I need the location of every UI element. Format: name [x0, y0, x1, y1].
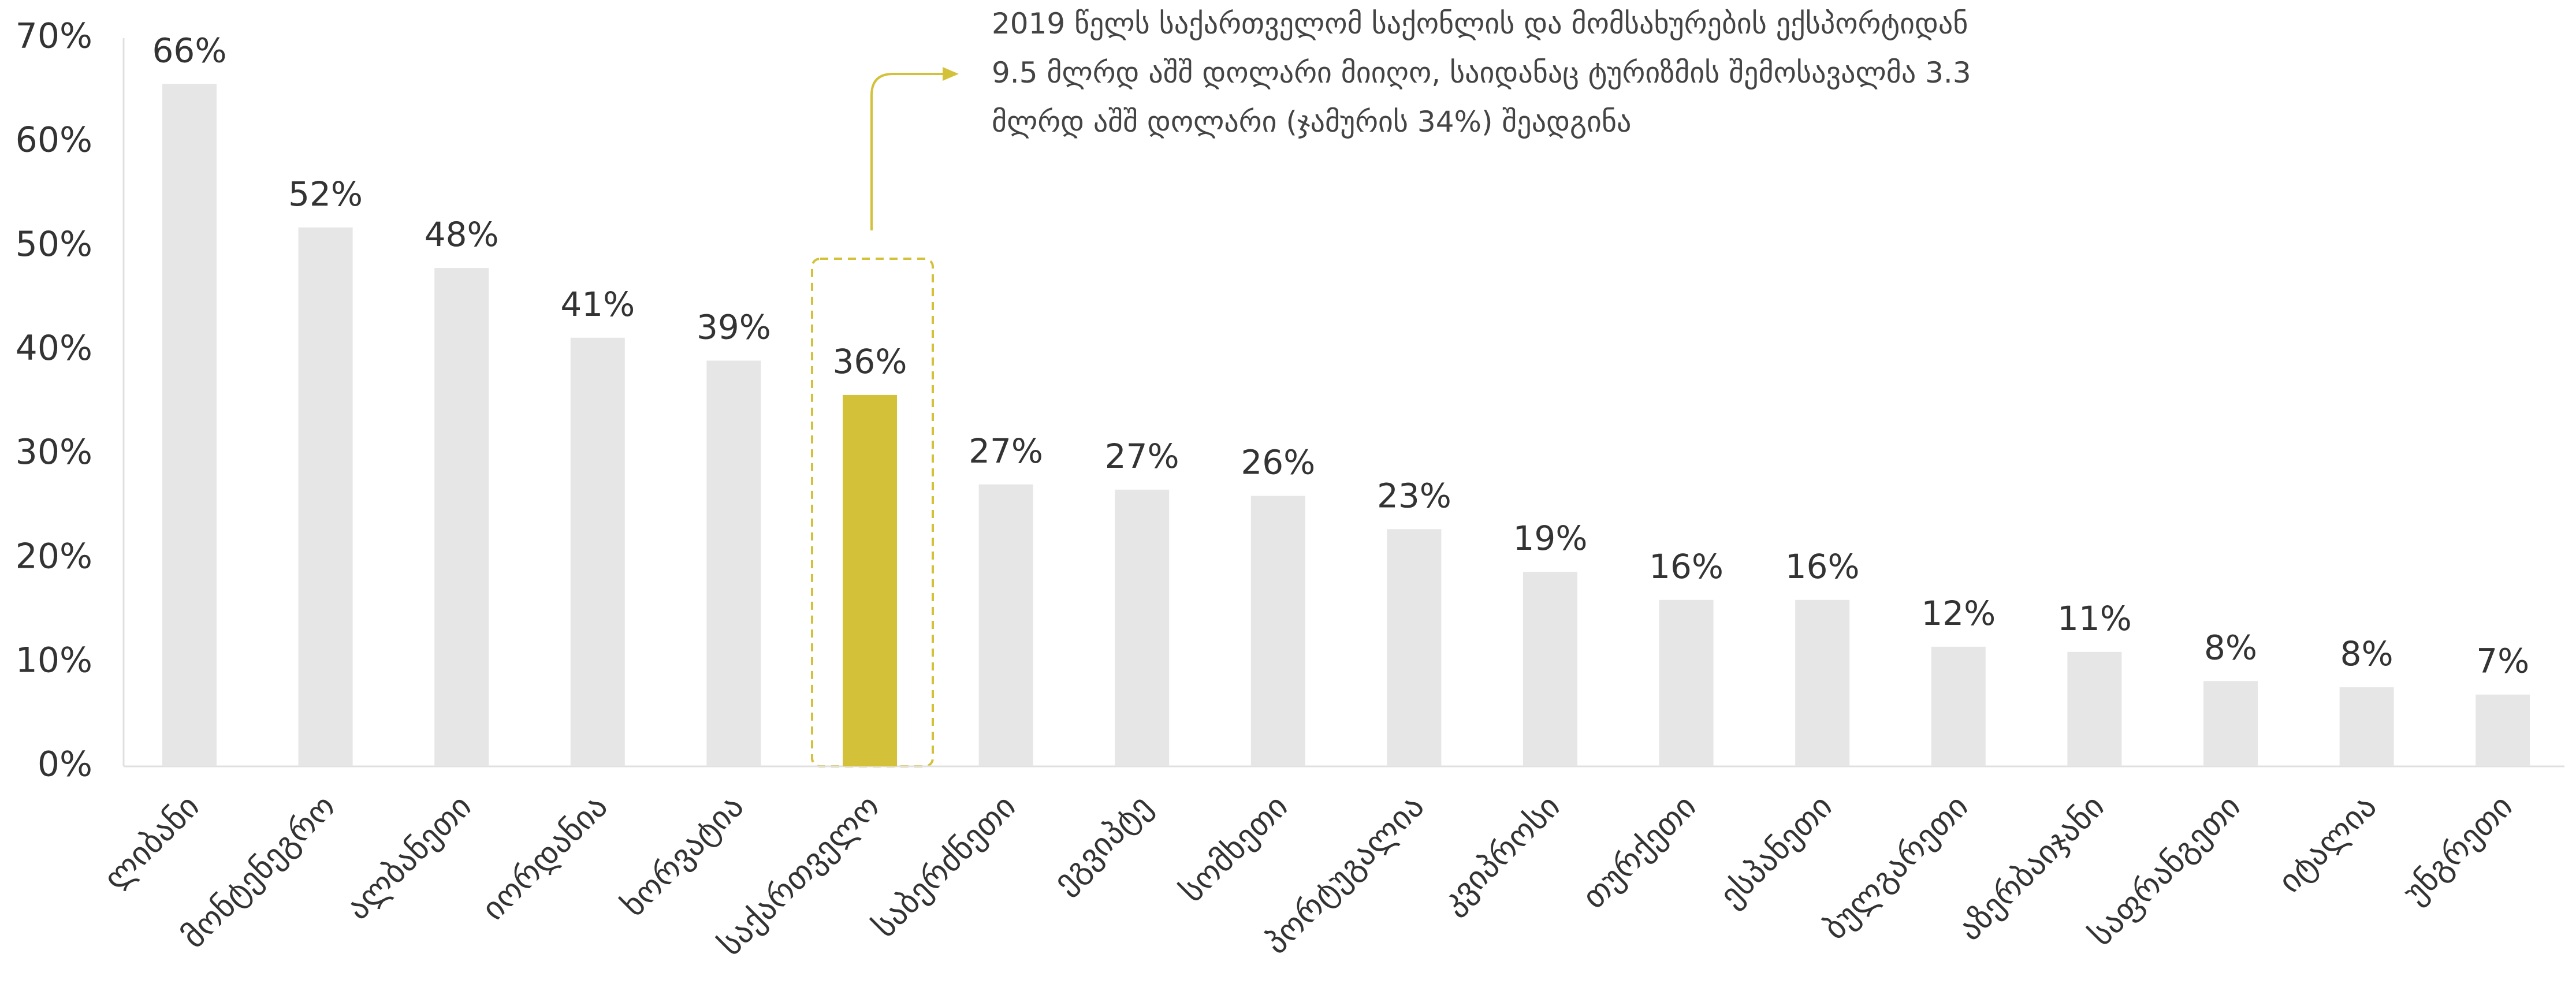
data-label: 52%: [288, 174, 363, 214]
bar: [434, 268, 489, 766]
y-tick-label: 40%: [16, 328, 92, 368]
bar: [1659, 599, 1714, 766]
x-tick-label: თურქეთი: [1575, 788, 1703, 916]
data-label: 8%: [2204, 628, 2257, 667]
data-label: 11%: [2057, 599, 2132, 638]
x-tick-label: ლიბანი: [96, 788, 206, 897]
y-tick-label: 70%: [16, 16, 92, 57]
bar: [843, 394, 897, 766]
data-label: 27%: [969, 431, 1043, 471]
y-tick-label: 0%: [38, 744, 92, 785]
data-label: 26%: [1241, 443, 1315, 482]
y-tick-label: 30%: [16, 432, 92, 472]
y-tick-label: 10%: [16, 640, 92, 680]
highlight-box: [811, 258, 934, 768]
x-tick-label: იტალია: [2271, 788, 2384, 900]
annotation-arrow: [870, 73, 947, 230]
data-label: 16%: [1785, 547, 1860, 586]
data-label: 7%: [2476, 642, 2529, 681]
data-label: 66%: [152, 31, 227, 70]
bar: [2476, 694, 2530, 766]
bar: [1523, 572, 1577, 766]
x-tick-label: ბულგარეთი: [1816, 788, 1975, 947]
x-tick-label: ალბანეთი: [339, 788, 479, 927]
bar: [1931, 646, 1986, 766]
x-tick-label: ეგვიპტე: [1046, 788, 1159, 901]
y-tick-label: 50%: [16, 224, 92, 264]
data-label: 48%: [425, 215, 499, 254]
bar: [1250, 495, 1305, 766]
bar: [706, 360, 761, 766]
data-label: 19%: [1513, 519, 1588, 558]
bar: [570, 337, 625, 766]
x-tick-label: ესპანეთი: [1713, 788, 1840, 915]
data-label: 23%: [1377, 476, 1451, 515]
data-label: 16%: [1649, 547, 1723, 586]
bar: [1115, 489, 1170, 766]
data-label: 36%: [833, 342, 907, 381]
arrow-head: [943, 67, 959, 81]
y-tick-label: 20%: [16, 536, 92, 576]
annotation-line: 9.5 მლრდ აშშ დოლარი მიიღო, საიდანაც ტური…: [992, 56, 1971, 90]
x-tick-label: უნგრეთი: [2396, 788, 2520, 911]
bar: [1795, 599, 1850, 766]
bar: [298, 227, 353, 766]
y-tick-label: 60%: [16, 120, 92, 161]
bar: [1387, 529, 1442, 766]
x-tick-label: იორდანია: [475, 788, 615, 928]
bar: [162, 84, 217, 767]
data-label: 39%: [697, 307, 771, 347]
x-tick-label: საბერძნეთი: [866, 788, 1023, 945]
bar: [978, 484, 1033, 766]
data-label: 41%: [560, 285, 635, 324]
bar: [2339, 687, 2394, 766]
bar: [2067, 651, 2122, 766]
annotation-line: მლრდ აშშ დოლარი (ჯამურის 34%) შეადგინა: [992, 105, 1631, 139]
data-label: 27%: [1105, 437, 1179, 476]
x-tick-label: კვიპროსი: [1434, 788, 1568, 921]
annotation-line: 2019 წელს საქართველომ საქონლის და მომსახ…: [992, 7, 1968, 40]
data-label: 8%: [2340, 634, 2393, 673]
data-label: 12%: [1921, 594, 1996, 633]
x-tick-label: სომხეთი: [1173, 788, 1295, 910]
x-tick-label: ხორვატია: [615, 788, 751, 924]
bar: [2203, 681, 2258, 766]
